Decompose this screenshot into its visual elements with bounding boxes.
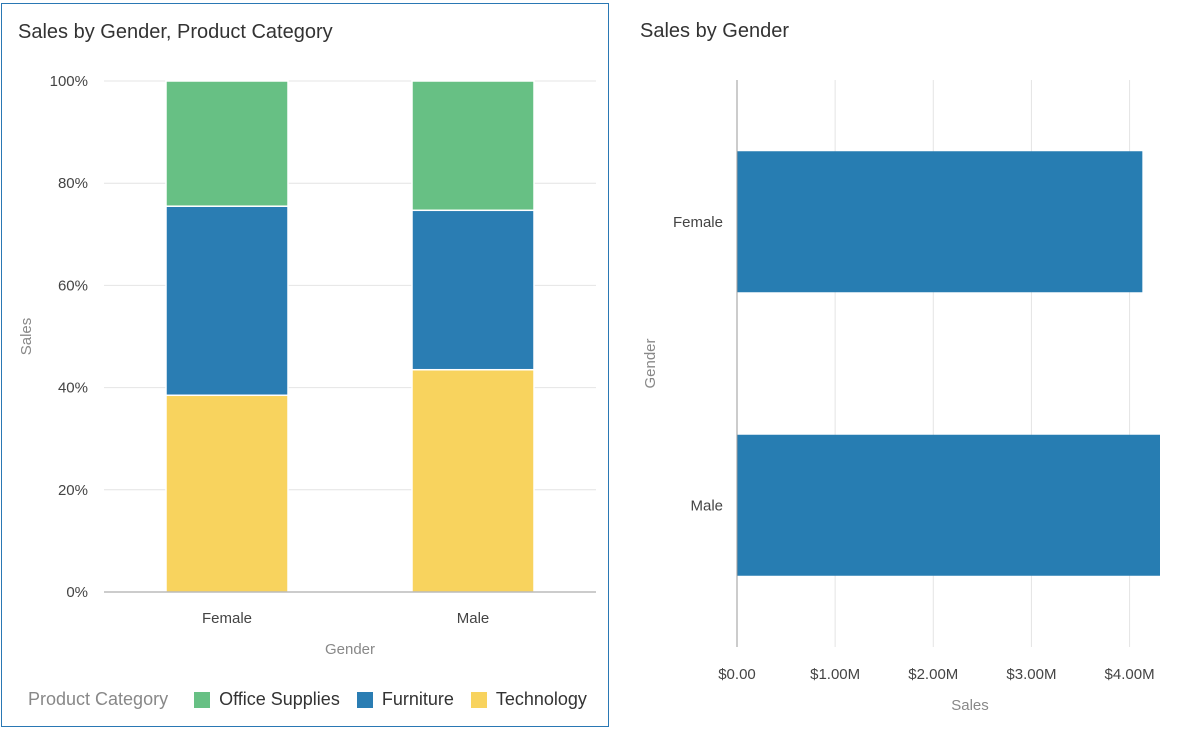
horizontal-chart-panel[interactable]: Sales by Gender $0.00 $1.00M $2.00M $3.00M $… — [622, 3, 1180, 727]
bar-segment-office-supplies — [165, 80, 289, 207]
chart-title: Sales by Gender, Product Category — [18, 21, 333, 43]
bar-segment-office-supplies — [411, 80, 535, 212]
x-tick-label: $1.00M — [810, 666, 860, 683]
y-tick-label: 40% — [58, 380, 88, 397]
x-tick-label: $3.00M — [1006, 666, 1056, 683]
legend-item-technology[interactable]: Technology — [470, 689, 587, 710]
bar-segment-furniture — [165, 205, 289, 397]
y-tick-label: 60% — [58, 277, 88, 294]
x-tick-label: $4.00M — [1105, 666, 1155, 683]
legend-label: Office Supplies — [219, 689, 340, 709]
x-axis-title: Sales — [951, 697, 989, 714]
x-tick-label: Female — [202, 610, 252, 627]
x-tick-label: $2.00M — [908, 666, 958, 683]
y-tick-label: 100% — [50, 73, 88, 90]
y-axis-title: Sales — [18, 318, 35, 356]
x-tick-label: $0.00 — [718, 666, 756, 683]
bar-segment-furniture — [411, 209, 535, 371]
x-tick-label: Male — [457, 610, 490, 627]
furniture-swatch — [356, 691, 373, 708]
bar-female — [737, 151, 1143, 293]
bar-segment-technology — [165, 394, 289, 593]
legend-item-furniture[interactable]: Furniture — [356, 689, 454, 710]
bar-male — [737, 434, 1160, 576]
y-tick-label: Male — [690, 497, 723, 514]
technology-swatch — [470, 691, 487, 708]
y-tick-label: 20% — [58, 482, 88, 499]
x-axis-title: Gender — [325, 641, 375, 658]
legend-item-office-supplies[interactable]: Office Supplies — [194, 689, 340, 710]
legend-title: Product Category — [28, 689, 169, 709]
y-axis-title: Gender — [642, 338, 659, 388]
legend: Product Category Office Supplies Furnitu… — [28, 689, 604, 710]
y-tick-label: Female — [673, 214, 723, 231]
office-supplies-swatch — [194, 691, 211, 708]
legend-label: Furniture — [381, 689, 454, 709]
legend-label: Technology — [495, 689, 587, 709]
horizontal-bar-chart: $0.00 $1.00M $2.00M $3.00M $4.00M Female Male S… — [642, 80, 1160, 714]
stacked-chart-panel[interactable]: Sales by Gender, Product Category 0% 20% 4… — [1, 3, 609, 727]
stacked-bar-chart: 0% 20% 40% 60% 80% 100% Female Male Gender Sales — [18, 73, 596, 658]
y-tick-label: 0% — [66, 584, 88, 601]
chart-title: Sales by Gender — [640, 20, 789, 42]
bar-segment-technology — [411, 368, 535, 593]
y-tick-label: 80% — [58, 175, 88, 192]
